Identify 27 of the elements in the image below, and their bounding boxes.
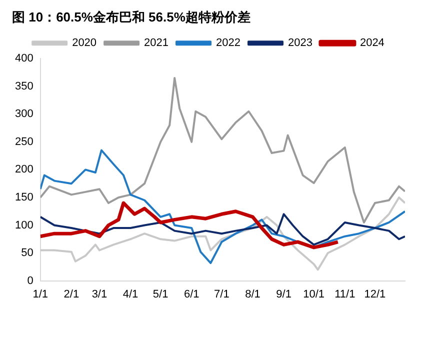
y-tick-label: 100 bbox=[14, 219, 34, 232]
y-tick-label: 250 bbox=[14, 136, 34, 148]
x-tick-label: 9/1 bbox=[276, 288, 292, 300]
legend-label: 2020 bbox=[72, 37, 97, 50]
y-tick-label: 400 bbox=[14, 52, 34, 65]
x-tick-label: 8/1 bbox=[245, 288, 260, 300]
legend-label: 2022 bbox=[216, 37, 240, 50]
y-tick-label: 50 bbox=[21, 247, 34, 260]
x-tick-label: 6/1 bbox=[184, 288, 200, 300]
chart-title: 图 10：60.5%金布巴和 56.5%超特粉价差 bbox=[12, 9, 250, 24]
y-tick-label: 350 bbox=[14, 80, 34, 92]
y-tick-label: 300 bbox=[14, 108, 34, 120]
x-tick-label: 3/1 bbox=[92, 288, 108, 300]
x-tick-label: 12/1 bbox=[364, 288, 386, 300]
x-tick-label: 2/1 bbox=[64, 288, 80, 300]
legend-label: 2024 bbox=[360, 37, 384, 50]
x-tick-label: 7/1 bbox=[214, 288, 230, 300]
y-tick-label: 200 bbox=[14, 164, 34, 176]
x-tick-label: 10/1 bbox=[303, 288, 325, 300]
legend-label: 2021 bbox=[144, 37, 169, 50]
x-tick-label: 4/1 bbox=[122, 288, 138, 300]
y-tick-label: 150 bbox=[14, 192, 34, 204]
x-tick-label: 1/1 bbox=[32, 288, 48, 300]
y-tick-label: 0 bbox=[27, 274, 34, 287]
legend-label: 2023 bbox=[288, 37, 312, 50]
x-tick-label: 11/1 bbox=[334, 288, 356, 300]
x-tick-label: 5/1 bbox=[152, 288, 168, 300]
